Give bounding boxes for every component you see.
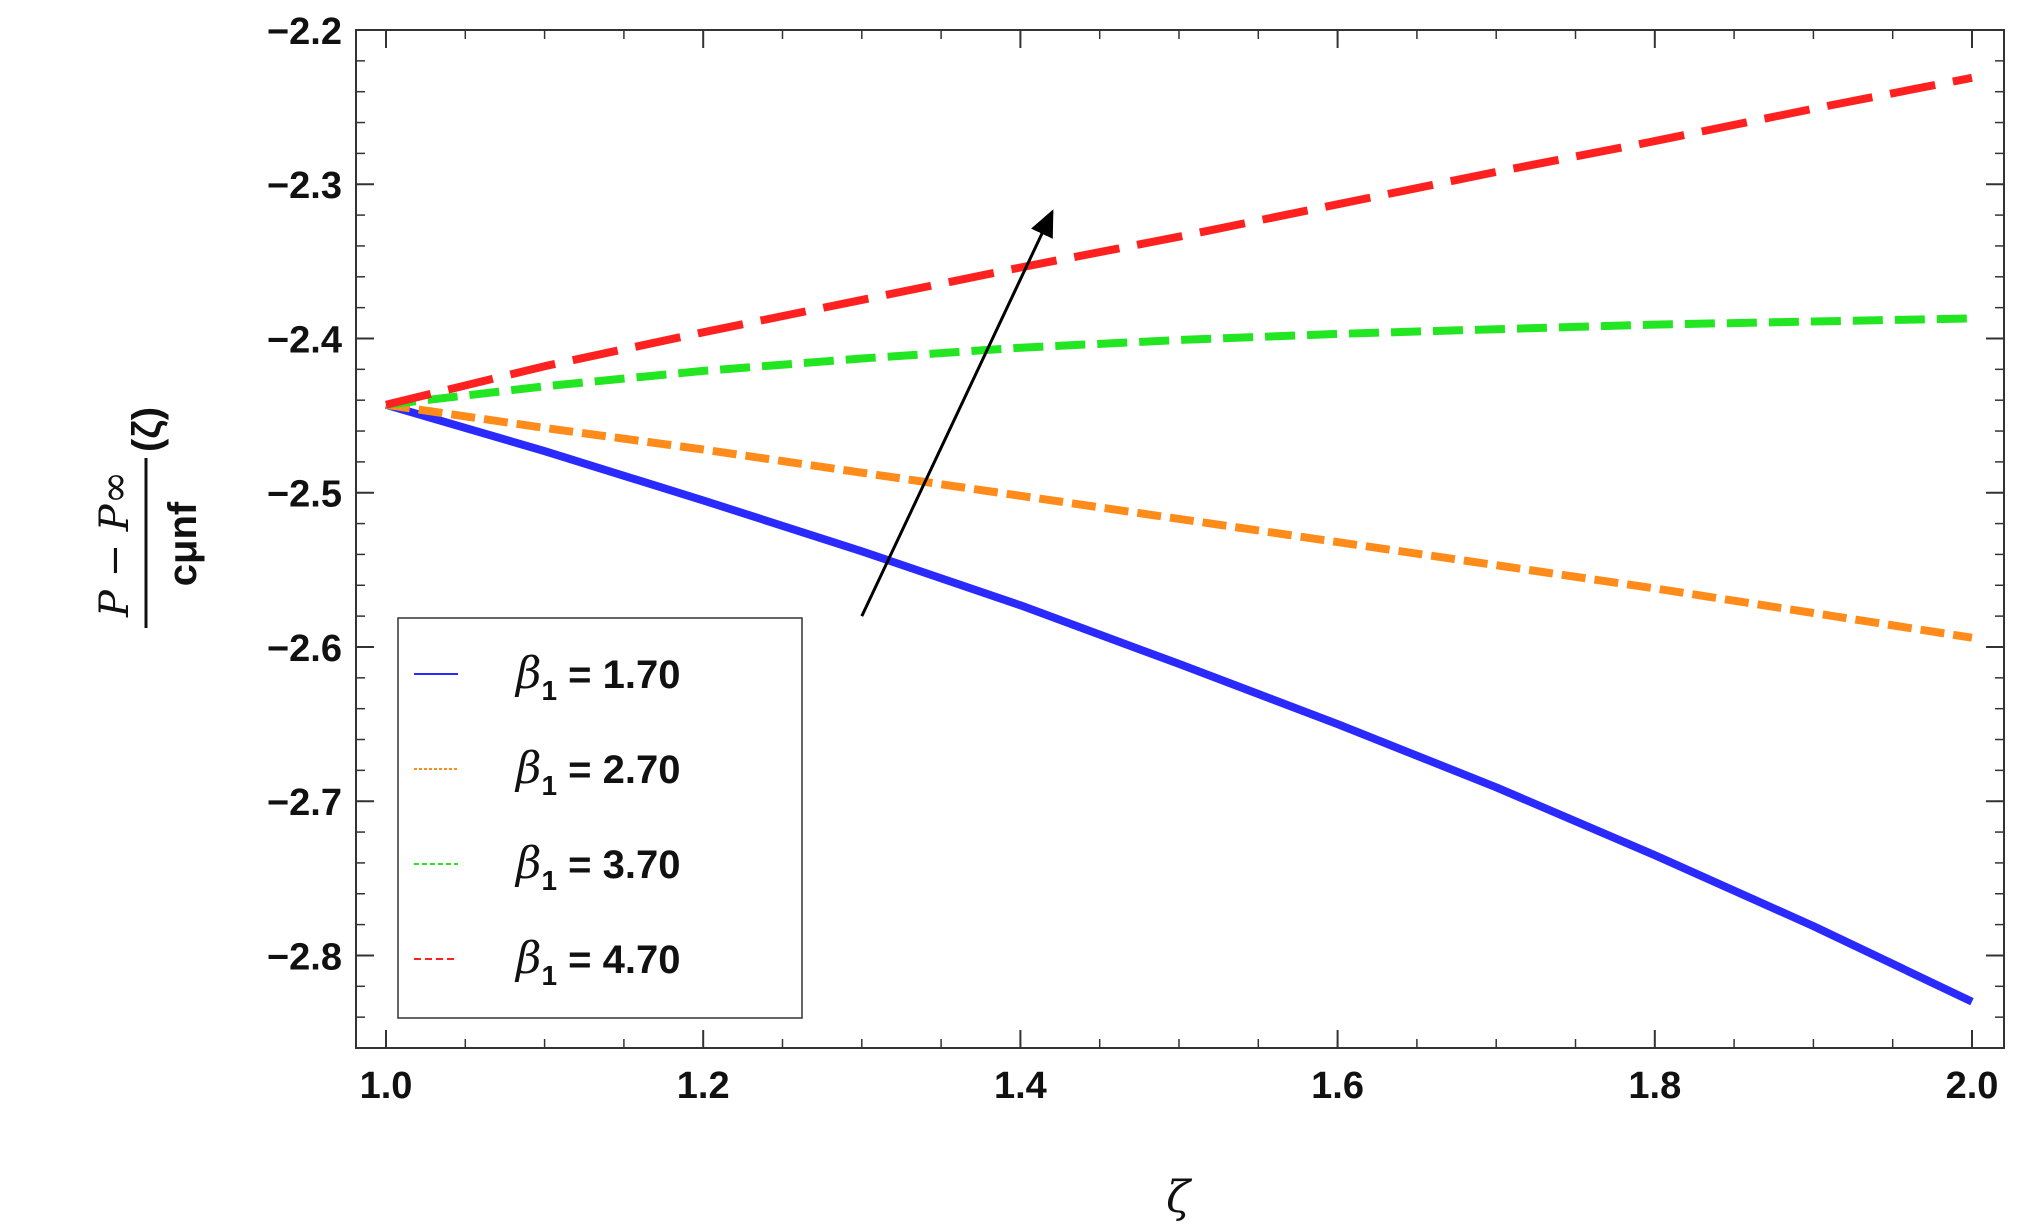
series-line-1 [384,400,1974,1006]
y-tick-label: −2.2 [267,11,342,53]
x-tick-label: 1.6 [1311,1065,1364,1107]
x-tick-label: 1.4 [994,1065,1047,1107]
y-label-numerator: P − P∞ [92,471,138,618]
svg-text:P − P∞: P − P∞ [92,471,138,618]
y-tick-label: −2.5 [267,474,342,516]
y-axis-label: P − P∞ (ζ) cμnf [92,407,205,628]
series-line-2 [385,400,1973,642]
legend-item: β1 = 3.70 [414,838,680,896]
y-axis-ticks: −2.2 −2.3 −2.4 −2.5 −2.6 −2.7 −2.8 [267,11,2004,1018]
x-axis-ticks: 1.0 1.2 1.4 1.6 1.8 2.0 [360,30,1999,1107]
legend: β1 = 1.70 β1 = 2.70 β1 = 3.70 β1 = 4.70 [397,617,803,1019]
y-tick-label: −2.7 [267,782,342,824]
series-line-4 [385,73,1973,409]
x-axis-label: ζ [1166,1172,1193,1223]
x-tick-label: 1.8 [1628,1065,1681,1107]
y-tick-label: −2.4 [267,319,342,361]
legend-box [397,617,803,1019]
x-tick-label: 1.0 [360,1065,413,1107]
series-line-3 [385,314,1973,409]
series-layer [384,73,1974,1006]
plot-frame [355,29,2005,1049]
y-tick-label: −2.3 [267,165,342,207]
x-tick-label: 2.0 [1946,1065,1999,1107]
legend-label: β1 = 4.70 [514,933,680,991]
y-label-suffix: (ζ) [125,407,169,452]
y-tick-label: −2.8 [267,936,342,978]
legend-item: β1 = 2.70 [414,743,680,801]
y-label-denominator: cμnf [161,501,205,586]
legend-item: β1 = 1.70 [414,648,680,706]
legend-item: β1 = 4.70 [414,933,680,991]
legend-label: β1 = 2.70 [514,743,680,801]
legend-label: β1 = 1.70 [514,648,680,706]
x-tick-label: 1.2 [677,1065,730,1107]
legend-label: β1 = 3.70 [514,838,680,896]
annotation-arrow [860,209,1054,617]
y-tick-label: −2.6 [267,628,342,670]
